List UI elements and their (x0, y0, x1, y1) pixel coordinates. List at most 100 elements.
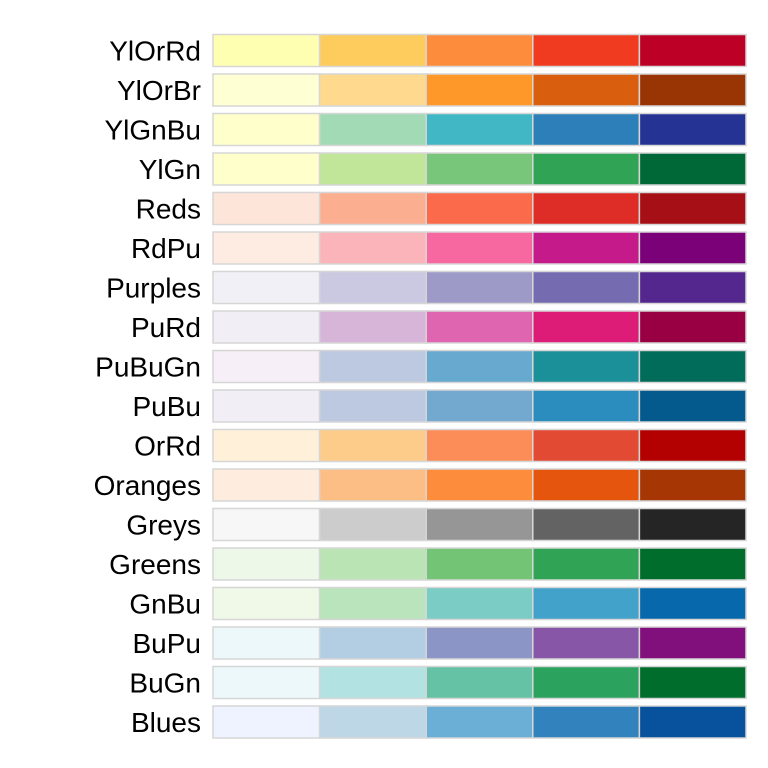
color-swatch (318, 389, 427, 423)
color-swatch (638, 191, 747, 226)
palette-row-reds (212, 191, 747, 226)
palette-row-pubu (212, 389, 747, 423)
color-swatch (638, 389, 747, 423)
palette-row-rdpu (212, 231, 747, 265)
palette-label: BuGn (129, 668, 201, 699)
color-swatch (425, 547, 534, 581)
color-swatch (532, 349, 641, 384)
palette-row-blues (212, 705, 747, 739)
palette-row-ylorbr (212, 73, 747, 107)
palette-label: YlOrRd (109, 36, 201, 67)
color-swatch (638, 112, 747, 147)
palette-row-purd (212, 310, 747, 344)
color-swatch (318, 586, 427, 621)
color-swatch (212, 507, 321, 542)
color-swatch (212, 547, 321, 581)
palette-swatches (212, 33, 747, 739)
palette-row-orrd (212, 428, 747, 463)
color-swatch (318, 468, 427, 502)
color-swatch (638, 310, 747, 344)
color-swatch (425, 112, 534, 147)
color-swatch (425, 665, 534, 700)
palette-label: GnBu (129, 589, 201, 620)
color-swatch (318, 507, 427, 542)
color-swatch (318, 665, 427, 700)
color-swatch (638, 507, 747, 542)
color-swatch (212, 310, 321, 344)
palette-label: Reds (136, 194, 201, 225)
color-swatch (425, 428, 534, 463)
color-swatch (212, 33, 321, 68)
palette-row-ylgn (212, 152, 747, 186)
color-swatch (212, 626, 321, 660)
palette-row-greens (212, 547, 747, 581)
color-swatch (425, 73, 534, 107)
color-swatch (638, 270, 747, 305)
color-swatch (425, 507, 534, 542)
palette-row-gnbu (212, 586, 747, 621)
color-swatch (212, 705, 321, 739)
color-swatch (318, 231, 427, 265)
color-swatch (318, 73, 427, 107)
palette-row-ylgnbu (212, 112, 747, 147)
palette-row-oranges (212, 468, 747, 502)
color-swatch (532, 270, 641, 305)
palette-label: PuBu (133, 391, 202, 422)
color-swatch (212, 191, 321, 226)
color-swatch (532, 626, 641, 660)
color-swatch (212, 468, 321, 502)
color-swatch (318, 626, 427, 660)
color-swatch (425, 231, 534, 265)
palette-row-pubugn (212, 349, 747, 384)
color-swatch (318, 270, 427, 305)
color-swatch (532, 665, 641, 700)
color-swatch (532, 547, 641, 581)
palette-label: YlGn (139, 154, 201, 185)
color-swatch (532, 152, 641, 186)
palette-label: OrRd (134, 431, 201, 462)
color-swatch (425, 349, 534, 384)
color-swatch (318, 191, 427, 226)
color-swatch (638, 626, 747, 660)
color-swatch (212, 152, 321, 186)
color-swatch (638, 33, 747, 68)
color-swatch (532, 112, 641, 147)
color-swatch (532, 389, 641, 423)
palette-label: Oranges (94, 470, 201, 501)
palette-label: RdPu (131, 233, 201, 264)
color-swatch (212, 428, 321, 463)
palette-row-purples (212, 270, 747, 305)
color-swatch (318, 33, 427, 68)
palette-row-greys (212, 507, 747, 542)
color-swatch (212, 349, 321, 384)
palette-label: PuRd (131, 312, 201, 343)
color-swatch (532, 231, 641, 265)
color-swatch (318, 705, 427, 739)
color-swatch (425, 705, 534, 739)
palette-label: YlGnBu (105, 115, 202, 146)
color-swatch (638, 428, 747, 463)
palette-label: PuBuGn (95, 352, 201, 383)
color-swatch (212, 112, 321, 147)
color-swatch (318, 310, 427, 344)
color-swatch (425, 33, 534, 68)
color-swatch (318, 349, 427, 384)
color-swatch (425, 270, 534, 305)
palette-label: Greys (126, 510, 201, 541)
color-swatch (212, 665, 321, 700)
color-swatch (532, 507, 641, 542)
color-swatch (425, 191, 534, 226)
color-swatch (638, 665, 747, 700)
palette-label: YlOrBr (117, 75, 201, 106)
color-swatch (212, 389, 321, 423)
color-swatch (638, 152, 747, 186)
color-swatch (212, 270, 321, 305)
color-swatch (425, 586, 534, 621)
color-swatch (318, 428, 427, 463)
color-swatch (532, 586, 641, 621)
palette-labels: YlOrRd YlOrBr YlGnBu YlGn Reds RdPu Purples PuR… (94, 36, 201, 739)
color-swatch (425, 389, 534, 423)
color-swatch (532, 33, 641, 68)
color-swatch (532, 428, 641, 463)
color-swatch (425, 152, 534, 186)
